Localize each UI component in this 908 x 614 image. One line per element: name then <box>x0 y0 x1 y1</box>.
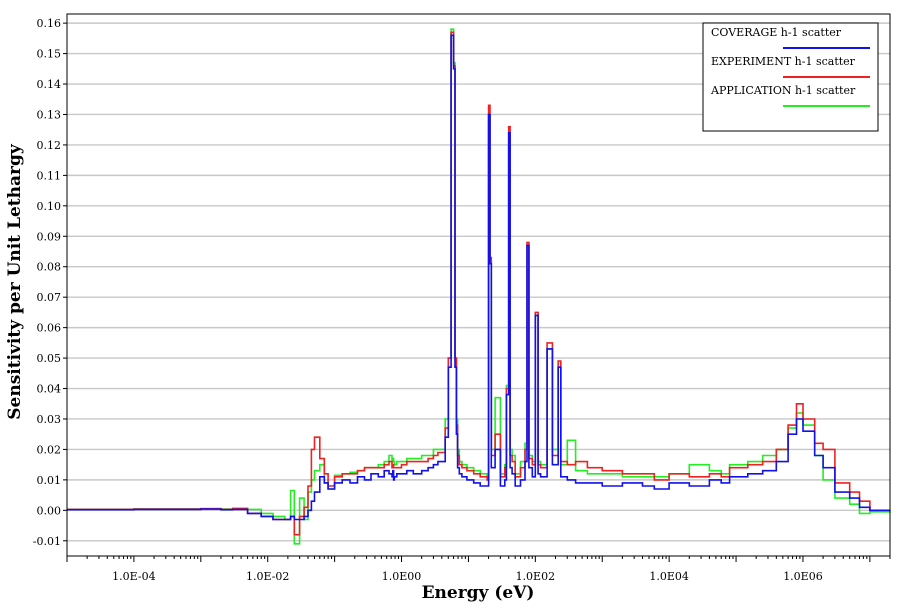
y-tick-label: 0.11 <box>37 169 62 182</box>
plot-frame <box>66 13 891 557</box>
y-tick-label: 0.02 <box>37 443 62 456</box>
y-tick-label: 0.05 <box>37 352 62 365</box>
x-tick-label: 1.0E04 <box>649 570 689 583</box>
y-tick-label: 0.09 <box>37 230 62 243</box>
x-tick-label: 1.0E-04 <box>112 570 155 583</box>
y-tick-label: 0.00 <box>37 504 62 517</box>
y-axis-title: Sensitivity per Unit Lethargy <box>5 143 25 420</box>
legend-label: APPLICATION h-1 scatter <box>710 84 856 97</box>
series-line <box>67 31 890 536</box>
x-tick-label: 1.0E00 <box>382 570 422 583</box>
y-tick-label: 0.15 <box>37 48 62 61</box>
y-tick-label: 0.16 <box>37 17 62 30</box>
x-tick-label: 1.0E-02 <box>246 570 289 583</box>
series-lines <box>67 28 891 545</box>
y-tick-label: -0.01 <box>33 535 61 548</box>
x-axis-title: Energy (eV) <box>422 583 535 603</box>
series-line <box>67 34 890 521</box>
y-tick-label: 0.08 <box>37 261 62 274</box>
y-tick-label: 0.06 <box>37 322 62 335</box>
gridlines <box>67 22 890 542</box>
y-tick-label: 0.07 <box>37 291 62 304</box>
y-tick-label: 0.03 <box>37 413 62 426</box>
series-line <box>67 28 891 545</box>
x-tick-label: 1.0E02 <box>516 570 556 583</box>
x-axis: 1.0E-04 1.0E-02 1.0E00 1.0E02 1.0E04 1.0E06 <box>66 556 891 583</box>
y-tick-label: 0.12 <box>37 139 62 152</box>
y-axis: -0.01 0.00 0.01 0.02 0.03 0.04 0.05 0.06 0.07 0.0… <box>33 17 67 548</box>
legend-label: COVERAGE h-1 scatter <box>711 26 842 39</box>
x-tick-label: 1.0E06 <box>783 570 823 583</box>
y-tick-label: 0.04 <box>37 383 62 396</box>
y-tick-label: 0.14 <box>37 78 62 91</box>
legend-label: EXPERIMENT h-1 scatter <box>711 55 856 68</box>
y-tick-label: 0.01 <box>37 474 62 487</box>
legend: COVERAGE h-1 scatter EXPERIMENT h-1 scatt… <box>702 22 879 132</box>
y-tick-label: 0.13 <box>37 108 62 121</box>
y-tick-label: 0.10 <box>37 200 62 213</box>
